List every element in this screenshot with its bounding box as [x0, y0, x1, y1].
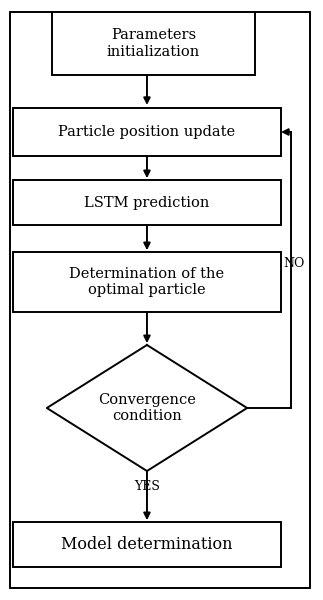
Text: NO: NO	[283, 257, 305, 271]
FancyBboxPatch shape	[13, 522, 281, 567]
Text: YES: YES	[134, 479, 160, 493]
FancyBboxPatch shape	[10, 12, 310, 588]
Text: Model determination: Model determination	[61, 536, 233, 553]
FancyBboxPatch shape	[13, 108, 281, 156]
Text: Parameters
initialization: Parameters initialization	[107, 28, 200, 59]
Text: Convergence
condition: Convergence condition	[98, 393, 196, 423]
Text: LSTM prediction: LSTM prediction	[84, 196, 210, 209]
FancyBboxPatch shape	[13, 180, 281, 225]
FancyBboxPatch shape	[13, 252, 281, 312]
FancyBboxPatch shape	[52, 12, 255, 75]
Text: Determination of the
optimal particle: Determination of the optimal particle	[69, 267, 224, 297]
Text: Particle position update: Particle position update	[58, 125, 235, 139]
